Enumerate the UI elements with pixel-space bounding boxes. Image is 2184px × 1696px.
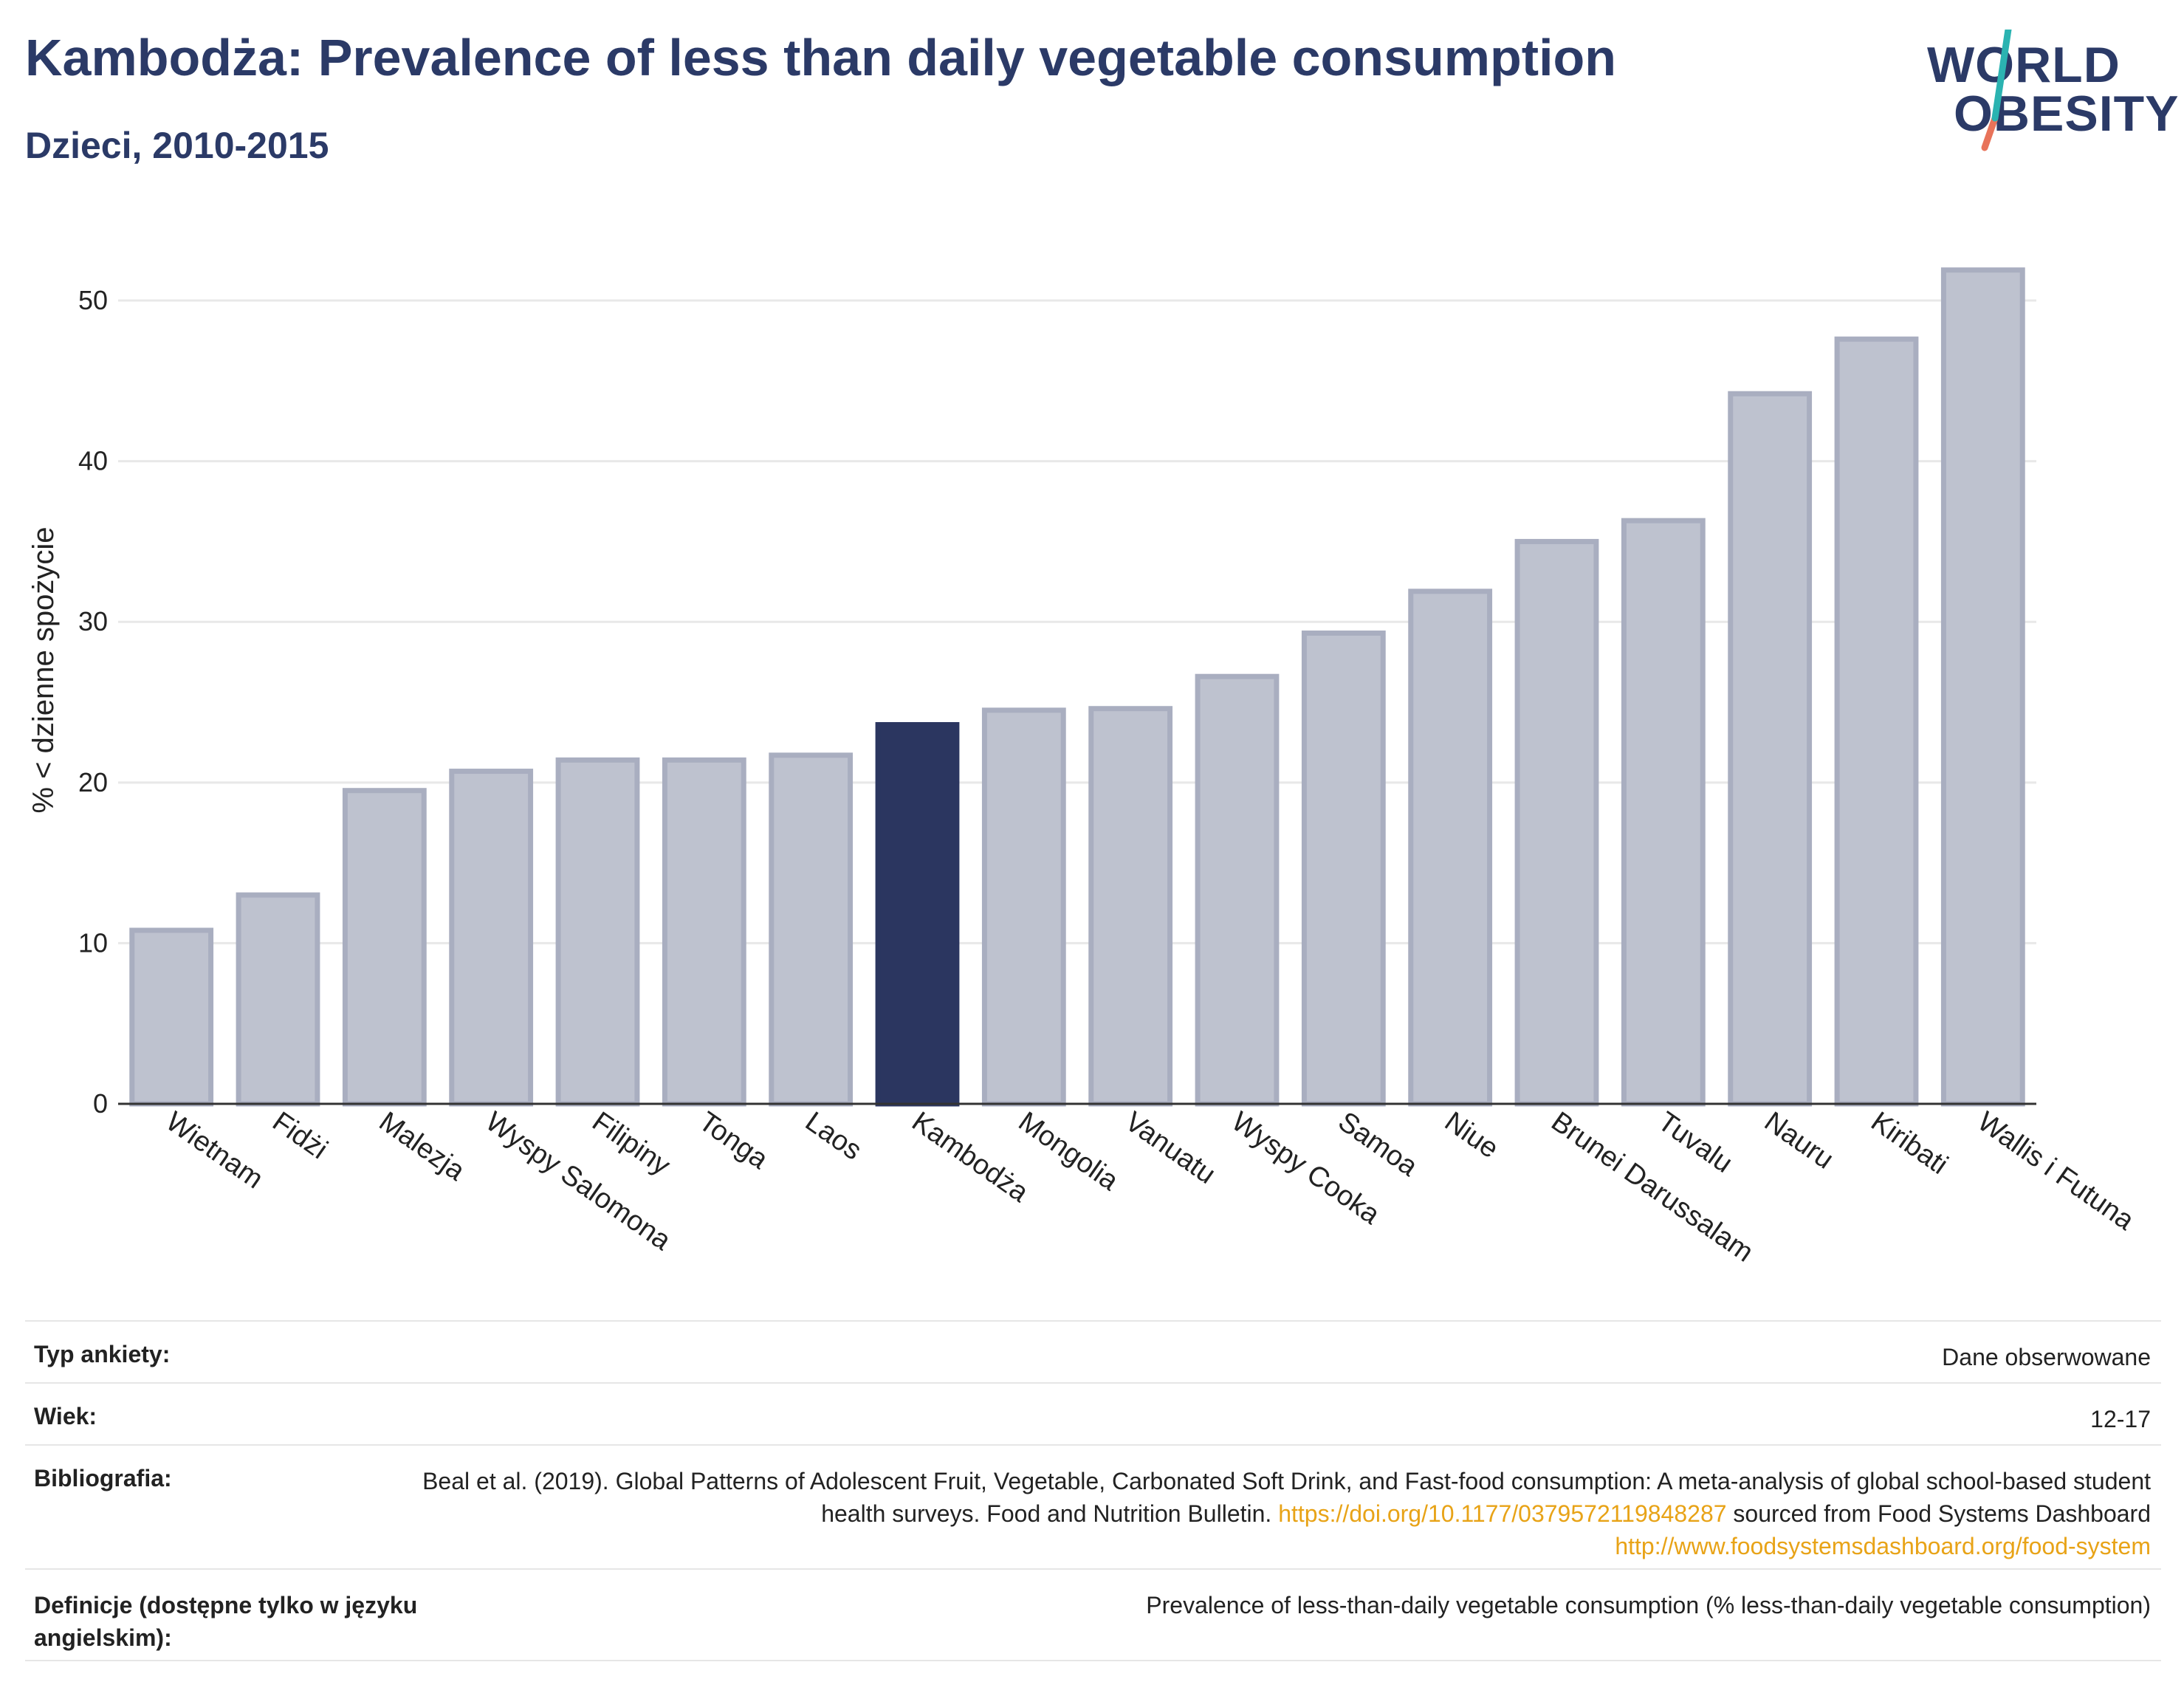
info-key: Bibliografia: — [34, 1465, 172, 1491]
x-tick-label: Wallis i Futuna — [1972, 1106, 2140, 1237]
bar — [1195, 673, 1280, 1107]
info-value: Beal et al. (2019). Global Patterns of A… — [408, 1465, 2151, 1562]
food-systems-link[interactable]: http://www.foodsystemsdashboard.org/food… — [1615, 1533, 2151, 1559]
bar — [1940, 267, 2025, 1107]
bar — [1728, 391, 1813, 1107]
bar — [1621, 518, 1706, 1107]
x-tick-label: Wyspy Salomona — [480, 1106, 677, 1257]
bar — [662, 757, 746, 1107]
bar — [875, 721, 960, 1107]
x-tick-label: Wietnam — [160, 1106, 269, 1195]
x-tick-label: Filipiny — [586, 1106, 676, 1181]
x-tick-label: Tuvalu — [1652, 1106, 1738, 1179]
bibliography-text: Beal et al. (2019). Global Patterns of A… — [422, 1468, 2151, 1527]
x-tick-label: Samoa — [1333, 1106, 1424, 1183]
y-tick-label: 20 — [78, 767, 108, 797]
x-tick-label: Kambodża — [906, 1106, 1034, 1209]
x-tick-label: Malezja — [374, 1106, 471, 1187]
info-key: Definicje (dostępne tylko w języku angie… — [34, 1592, 418, 1651]
doi-link[interactable]: https://doi.org/10.1177/0379572119848287 — [1278, 1500, 1727, 1527]
info-key: Typ ankiety: — [34, 1341, 171, 1367]
x-tick-label: Fidżi — [267, 1106, 333, 1165]
bar — [236, 892, 320, 1107]
y-tick-label: 10 — [78, 927, 108, 958]
info-value: Dane obserwowane — [1942, 1344, 2151, 1370]
x-tick-label: Niue — [1439, 1106, 1504, 1164]
y-axis-label: % < dzienne spożycie — [27, 526, 60, 813]
bar — [1514, 538, 1599, 1107]
info-value: Prevalence of less-than-daily vegetable … — [1146, 1592, 2151, 1618]
x-tick-label: Kiribati — [1865, 1106, 1953, 1181]
bar — [342, 788, 427, 1107]
bar — [1834, 336, 1919, 1107]
bar — [981, 707, 1066, 1107]
info-row-age: Wiek: 12-17 — [25, 1382, 2161, 1444]
info-key: Wiek: — [34, 1403, 97, 1429]
y-tick-label: 0 — [93, 1088, 108, 1119]
logo-text-world: WORLD — [1927, 37, 2121, 93]
info-row-bibliography: Bibliografia: Beal et al. (2019). Global… — [25, 1444, 2161, 1568]
bar — [129, 927, 214, 1107]
world-obesity-logo: WORLD OBESITY — [1927, 30, 2179, 155]
info-row-survey-type: Typ ankiety: Dane obserwowane — [25, 1320, 2161, 1382]
bar — [555, 757, 640, 1107]
y-tick-label: 50 — [78, 285, 108, 315]
x-tick-label: Vanuatu — [1119, 1106, 1221, 1190]
info-table: Typ ankiety: Dane obserwowane Wiek: 12-1… — [25, 1320, 2161, 1661]
bar — [1088, 706, 1173, 1107]
logo-slash-icon — [1981, 30, 2012, 151]
info-value: 12-17 — [2090, 1406, 2151, 1432]
bar — [449, 769, 534, 1107]
bar — [769, 752, 854, 1107]
x-tick-label: Nauru — [1759, 1106, 1839, 1175]
chart-subtitle: Dzieci, 2010-2015 — [25, 125, 329, 166]
y-tick-label: 30 — [78, 606, 108, 636]
info-row-definitions: Definicje (dostępne tylko w języku angie… — [25, 1568, 2161, 1661]
x-tick-label: Laos — [800, 1106, 868, 1167]
bar — [1408, 588, 1493, 1107]
chart-title: Kambodża: Prevalence of less than daily … — [25, 29, 1617, 86]
bibliography-source-text: sourced from Food Systems Dashboard — [1733, 1500, 2151, 1527]
y-tick-label: 40 — [78, 446, 108, 476]
x-tick-label: Tonga — [693, 1106, 775, 1175]
bar — [1301, 630, 1386, 1107]
